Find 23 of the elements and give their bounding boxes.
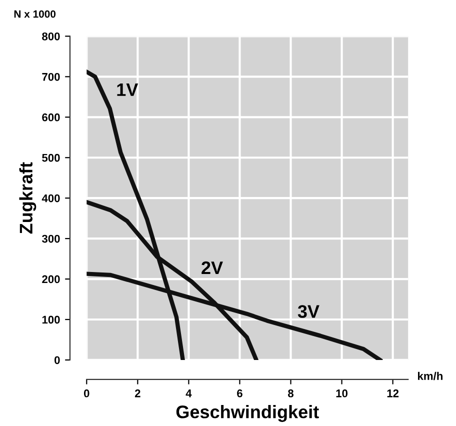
y-tick-label: 200 bbox=[42, 275, 60, 284]
y-tick-label: 500 bbox=[42, 154, 60, 162]
x-tick-label: 6 bbox=[237, 389, 242, 398]
y-tick-label: 800 bbox=[42, 32, 60, 40]
text: N x 1000 bbox=[14, 10, 56, 18]
y-tick-label: 700 bbox=[42, 72, 60, 81]
x-tick-label: 0 bbox=[84, 389, 90, 398]
annotation: 1V bbox=[117, 83, 138, 96]
y-axis-title: Zugkraft bbox=[19, 162, 36, 234]
x-axis-title: Geschwindigkeit bbox=[176, 405, 319, 422]
y-tick-label: 0 bbox=[54, 356, 60, 364]
x-tick-label: 4 bbox=[186, 390, 192, 398]
x-tick-label: 8 bbox=[288, 389, 294, 398]
annotation: 3V bbox=[298, 305, 320, 318]
y-tick-label: 100 bbox=[42, 316, 60, 324]
y-tick-label: 400 bbox=[42, 194, 60, 202]
y-tick-label: 600 bbox=[42, 113, 60, 122]
x-tick-label: 2 bbox=[134, 389, 140, 398]
text: km/h bbox=[418, 372, 442, 380]
x-tick-label: 10 bbox=[336, 389, 348, 398]
x-tick-label: 12 bbox=[387, 389, 399, 398]
y-tick-label: 300 bbox=[42, 234, 60, 243]
annotation: 2V bbox=[202, 261, 223, 274]
